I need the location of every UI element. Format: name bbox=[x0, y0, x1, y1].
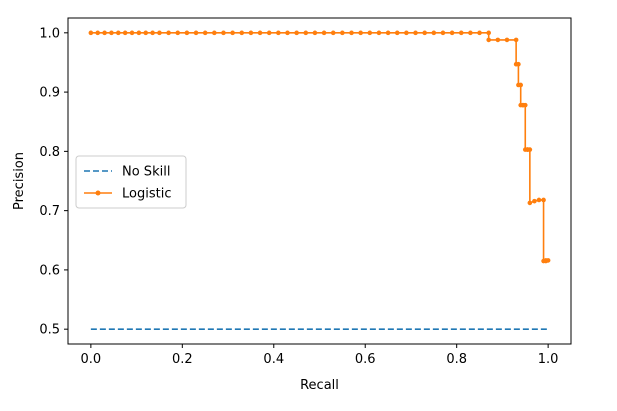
data-point-logistic bbox=[516, 61, 521, 67]
data-point-logistic bbox=[358, 30, 363, 36]
y-tick-label: 0.7 bbox=[39, 204, 60, 219]
y-tick-label: 0.5 bbox=[39, 323, 60, 338]
data-point-logistic bbox=[122, 30, 128, 36]
data-point-logistic bbox=[109, 30, 114, 36]
data-point-logistic bbox=[440, 30, 446, 36]
data-point-logistic bbox=[394, 30, 400, 36]
data-point-logistic bbox=[88, 30, 94, 36]
y-tick-label: 0.6 bbox=[39, 263, 60, 278]
y-axis-label: Precision bbox=[12, 152, 27, 210]
plot-frame bbox=[67, 17, 572, 345]
data-point-logistic bbox=[527, 200, 533, 206]
data-point-logistic bbox=[193, 30, 199, 36]
data-point-logistic bbox=[221, 30, 226, 36]
data-point-logistic bbox=[102, 30, 107, 36]
data-point-logistic bbox=[522, 102, 528, 108]
data-point-logistic bbox=[95, 30, 101, 36]
series-layer bbox=[88, 30, 551, 330]
data-point-logistic bbox=[422, 30, 427, 36]
data-point-logistic bbox=[202, 30, 208, 36]
y-tick-label: 1.0 bbox=[39, 26, 60, 41]
data-point-logistic bbox=[230, 30, 235, 36]
data-point-logistic bbox=[486, 30, 491, 36]
data-point-logistic bbox=[458, 30, 464, 36]
data-point-logistic bbox=[349, 30, 354, 36]
data-point-logistic bbox=[166, 30, 171, 36]
data-point-logistic bbox=[532, 198, 537, 204]
data-point-logistic bbox=[513, 37, 519, 43]
data-point-logistic bbox=[330, 30, 336, 36]
x-tick-label: 1.0 bbox=[538, 352, 559, 367]
data-point-logistic bbox=[294, 30, 299, 36]
data-point-logistic bbox=[545, 258, 551, 263]
data-point-logistic bbox=[150, 30, 155, 36]
data-point-logistic bbox=[527, 147, 533, 152]
data-point-logistic bbox=[340, 30, 345, 36]
series-line-logistic bbox=[90, 32, 549, 262]
data-point-logistic bbox=[157, 30, 162, 36]
data-point-logistic bbox=[431, 30, 437, 36]
data-point-logistic bbox=[212, 30, 217, 36]
data-point-logistic bbox=[477, 30, 482, 36]
data-point-logistic bbox=[143, 30, 149, 36]
data-point-logistic bbox=[518, 82, 523, 88]
x-tick-label: 0.2 bbox=[172, 352, 193, 367]
data-point-logistic bbox=[536, 197, 542, 203]
data-point-logistic bbox=[312, 30, 318, 36]
data-point-logistic bbox=[129, 30, 135, 36]
data-point-logistic bbox=[504, 37, 510, 43]
data-point-logistic bbox=[367, 30, 373, 36]
data-point-logistic bbox=[486, 37, 491, 43]
data-point-logistic bbox=[385, 30, 391, 36]
data-point-logistic bbox=[276, 30, 281, 36]
x-tick-label: 0.6 bbox=[355, 352, 376, 367]
data-point-logistic bbox=[257, 30, 263, 36]
data-point-logistic bbox=[239, 30, 245, 36]
data-point-logistic bbox=[376, 30, 382, 36]
data-point-logistic bbox=[136, 30, 142, 36]
legend: No Skill Logistic bbox=[75, 155, 187, 209]
data-point-logistic bbox=[468, 30, 473, 36]
legend-box bbox=[75, 155, 187, 209]
legend-marker-logistic bbox=[95, 190, 101, 196]
data-point-logistic bbox=[116, 30, 121, 36]
legend-label-logistic: Logistic bbox=[122, 187, 171, 202]
x-tick-label: 0.0 bbox=[81, 352, 102, 367]
x-tick-label: 0.4 bbox=[263, 352, 284, 367]
ticks-layer: 0.0 0.2 0.4 0.6 0.8 1.0 0.5 0.6 0.7 0.8 0.9 1.0 bbox=[39, 26, 558, 367]
x-axis-label: Recall bbox=[300, 378, 339, 393]
data-point-logistic bbox=[541, 197, 546, 203]
data-point-logistic bbox=[285, 30, 290, 36]
x-tick-label: 0.8 bbox=[446, 352, 467, 367]
y-tick-label: 0.9 bbox=[39, 86, 60, 101]
data-point-logistic bbox=[175, 30, 181, 36]
legend-label-no-skill: No Skill bbox=[122, 165, 170, 180]
data-point-logistic bbox=[404, 30, 409, 36]
data-point-logistic bbox=[495, 37, 501, 43]
data-point-logistic bbox=[413, 30, 418, 36]
data-point-logistic bbox=[303, 30, 309, 36]
data-point-logistic bbox=[449, 30, 455, 36]
data-point-logistic bbox=[248, 30, 254, 36]
data-point-logistic bbox=[266, 30, 272, 36]
y-tick-label: 0.8 bbox=[39, 145, 60, 160]
data-point-logistic bbox=[321, 30, 327, 36]
data-point-logistic bbox=[184, 30, 190, 36]
